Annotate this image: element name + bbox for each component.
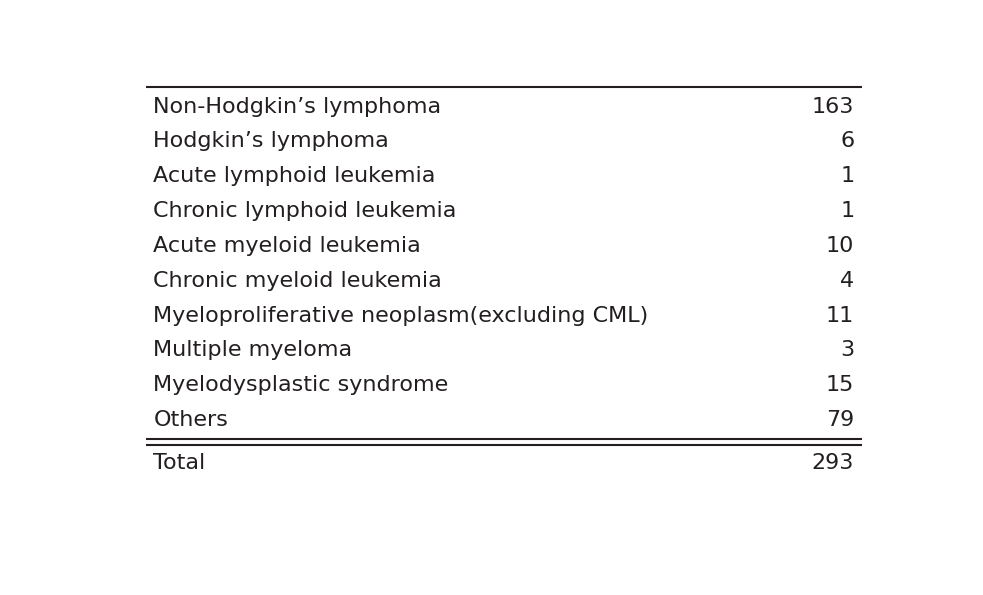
Text: 4: 4 [840,271,854,291]
Text: 15: 15 [826,375,854,395]
Text: 10: 10 [826,236,854,256]
Text: 163: 163 [812,96,854,117]
Text: Hodgkin’s lymphoma: Hodgkin’s lymphoma [153,131,389,151]
Text: Acute lymphoid leukemia: Acute lymphoid leukemia [153,166,435,186]
Text: Total: Total [153,453,205,472]
Text: 3: 3 [840,340,854,361]
Text: Multiple myeloma: Multiple myeloma [153,340,353,361]
Text: 6: 6 [840,131,854,151]
Text: 1: 1 [840,166,854,186]
Text: 1: 1 [840,201,854,221]
Text: Chronic lymphoid leukemia: Chronic lymphoid leukemia [153,201,457,221]
Text: Others: Others [153,410,228,430]
Text: Chronic myeloid leukemia: Chronic myeloid leukemia [153,271,442,291]
Text: 293: 293 [812,453,854,472]
Text: Acute myeloid leukemia: Acute myeloid leukemia [153,236,421,256]
Text: Myeloproliferative neoplasm(excluding CML): Myeloproliferative neoplasm(excluding CM… [153,305,649,325]
Text: Myelodysplastic syndrome: Myelodysplastic syndrome [153,375,448,395]
Text: 79: 79 [826,410,854,430]
Text: 11: 11 [826,305,854,325]
Text: Non-Hodgkin’s lymphoma: Non-Hodgkin’s lymphoma [153,96,441,117]
